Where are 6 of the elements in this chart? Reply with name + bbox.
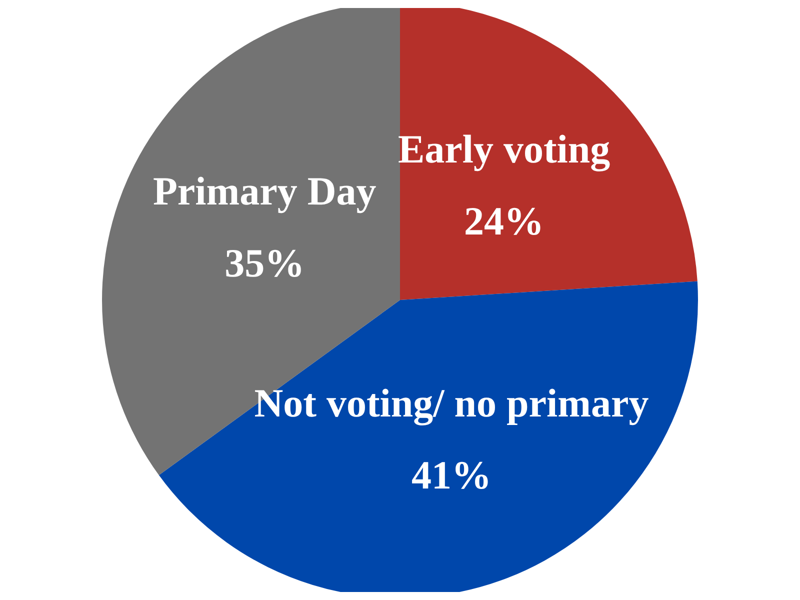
data-label: 35% [224, 240, 305, 286]
slice-label: Primary Day [152, 168, 376, 214]
data-label: 41% [411, 452, 492, 498]
slice-label: Not voting/ no primary [254, 380, 649, 426]
data-label: 24% [464, 198, 544, 244]
slice-label: Early voting [398, 126, 610, 172]
